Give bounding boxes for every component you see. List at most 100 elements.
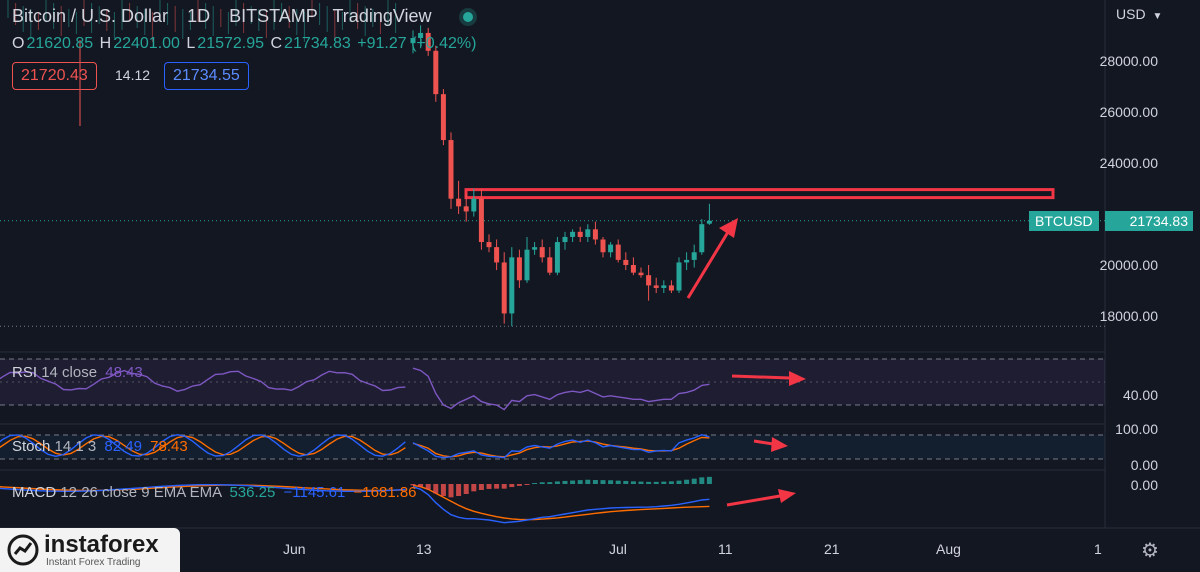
- candle-body: [456, 198, 462, 207]
- macd-histogram-bar: [509, 484, 515, 488]
- candle-body: [653, 285, 659, 288]
- macd-hist-value: 536.25: [229, 484, 276, 501]
- candle-body: [448, 140, 454, 199]
- macd-pane[interactable]: [0, 476, 712, 524]
- candle-body: [684, 259, 690, 263]
- macd-histogram-bar: [539, 482, 545, 484]
- candle-body: [562, 236, 568, 243]
- macd-histogram-bar: [577, 480, 583, 484]
- time-tick: 21: [824, 541, 840, 557]
- interval-label[interactable]: 1D: [187, 6, 211, 26]
- candle-body: [570, 231, 576, 237]
- price-pane[interactable]: [0, 0, 1105, 327]
- stoch-legend[interactable]: Stoch 14 1 3 82.49 78.43: [12, 438, 188, 455]
- candle-body: [524, 249, 530, 281]
- macd-legend[interactable]: MACD 12 26 close 9 EMA EMA 536.25 −1145.…: [12, 484, 417, 501]
- source-label: TradingView: [332, 6, 432, 26]
- candle-body: [509, 257, 515, 314]
- symbol-title[interactable]: Bitcoin / U.S. Dollar: [12, 6, 169, 26]
- up-arrow-annotation: [686, 231, 730, 299]
- macd-name: MACD: [12, 484, 57, 501]
- macd-histogram-bar: [585, 479, 591, 484]
- candle-body: [516, 257, 522, 281]
- macd-histogram-bar: [706, 476, 712, 484]
- macd-histogram-bar: [494, 484, 500, 489]
- currency-selector[interactable]: USD ▼: [1116, 6, 1162, 22]
- low-label: L: [186, 35, 196, 52]
- rsi-value: 48.43: [105, 364, 143, 381]
- stoch-k-history-line: [0, 433, 406, 458]
- macd-histogram-bar: [516, 484, 522, 486]
- rsi-name: RSI: [12, 364, 38, 381]
- signal-line: [412, 484, 710, 521]
- candle-body: [440, 94, 446, 141]
- signal-history-line: [0, 484, 406, 492]
- stoch-params: 14 1 3: [54, 438, 97, 455]
- stoch-arrow-annotation: [753, 439, 774, 446]
- macd-history-line: [0, 484, 406, 492]
- open-value: 21620.85: [26, 35, 94, 52]
- macd-histogram-bar: [532, 483, 538, 484]
- macd-histogram-bar: [570, 480, 576, 484]
- market-status-icon[interactable]: [462, 12, 473, 22]
- rsi-pane[interactable]: [0, 367, 710, 411]
- rsi-axis-tick: 40.00: [1122, 387, 1158, 403]
- watermark-brand: instaforex: [44, 531, 159, 558]
- buy-price-button[interactable]: 21734.55: [164, 62, 249, 90]
- time-tick: Aug: [936, 541, 961, 557]
- time-tick: Jul: [609, 541, 627, 557]
- macd-histogram-bar: [592, 480, 598, 484]
- watermark-tagline: Instant Forex Trading: [46, 557, 141, 568]
- gear-icon[interactable]: ⚙: [1141, 540, 1159, 562]
- macd-histogram-bar: [600, 480, 606, 484]
- macd-histogram-bar: [646, 481, 652, 484]
- candle-body: [494, 247, 500, 263]
- open-label: O: [12, 35, 25, 52]
- candle-body: [638, 272, 644, 276]
- exchange-label: BITSTAMP: [229, 6, 318, 26]
- macd-histogram-bar: [630, 481, 636, 484]
- rsi-params: 14 close: [41, 364, 98, 381]
- sell-price-button[interactable]: 21720.43: [12, 62, 97, 90]
- candle-body: [501, 262, 507, 314]
- candle-body: [661, 285, 667, 288]
- macd-histogram-bar: [554, 481, 560, 484]
- high-label: H: [99, 35, 112, 52]
- macd-histogram-bar: [676, 480, 682, 484]
- price-tick: 18000.00: [1099, 308, 1158, 324]
- close-label: C: [270, 35, 283, 52]
- stoch-pane[interactable]: [0, 433, 710, 459]
- spread-value: 14.12: [115, 67, 151, 83]
- candle-body: [532, 247, 538, 250]
- macd-histogram-bar: [501, 484, 507, 489]
- symbol-legend[interactable]: Bitcoin / U.S. Dollar 1D BITSTAMP Tradin…: [12, 6, 473, 27]
- macd-signal-value: −1681.86: [353, 484, 417, 501]
- candle-body: [425, 32, 431, 51]
- candle-body: [478, 198, 484, 243]
- macd-histogram-bar: [418, 484, 424, 487]
- candle-body: [630, 265, 636, 273]
- macd-histogram-bar: [547, 482, 553, 484]
- candle-body: [547, 257, 553, 273]
- candle-body: [418, 32, 424, 39]
- rsi-history-line: [0, 369, 406, 392]
- candle-body: [592, 229, 598, 240]
- up-arrow-head: [719, 218, 738, 238]
- macd-histogram-bar: [562, 480, 568, 484]
- macd-line-value: −1145.61: [283, 484, 346, 501]
- candle-body: [463, 206, 469, 212]
- macd-histogram-bar: [668, 481, 674, 484]
- macd-histogram-bar: [638, 481, 644, 484]
- macd-histogram-bar: [425, 484, 431, 490]
- candle-body: [577, 231, 583, 237]
- macd-histogram-bar: [486, 484, 492, 489]
- price-tick: 26000.00: [1099, 104, 1158, 120]
- rsi-line: [412, 367, 710, 411]
- candle-body: [699, 224, 705, 253]
- candle-body: [615, 244, 621, 260]
- candle-body: [600, 239, 606, 253]
- rsi-legend[interactable]: RSI 14 close 48.43: [12, 364, 143, 381]
- candle-body: [554, 242, 560, 273]
- candle-body: [410, 38, 416, 44]
